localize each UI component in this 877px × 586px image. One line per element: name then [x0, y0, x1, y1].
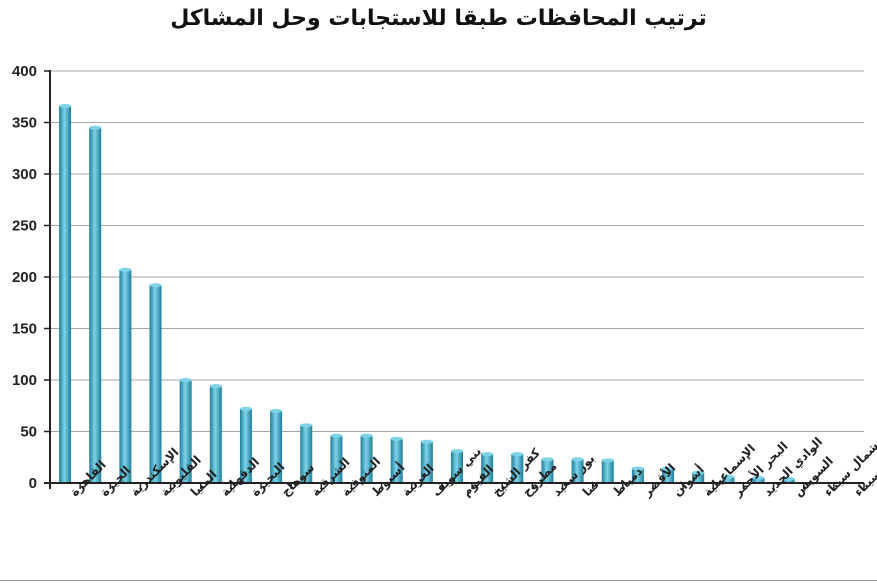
bar-cap [149, 283, 162, 288]
bar [541, 459, 554, 483]
y-tick-label: 0 [29, 475, 37, 492]
bar [119, 269, 132, 483]
bar [752, 477, 765, 483]
bar [89, 127, 102, 484]
y-tick-label: 300 [12, 166, 37, 183]
y-tick-labels: 0 50 100 150 200 250 300 350 400 [12, 63, 37, 492]
bar [300, 425, 313, 483]
bars [59, 104, 795, 484]
y-tick-label: 250 [12, 218, 37, 235]
bar [59, 106, 72, 484]
bar [179, 380, 192, 483]
bar-cap [179, 378, 192, 382]
bar-cap [451, 449, 463, 454]
bar [360, 435, 373, 483]
bar-cap [511, 452, 524, 457]
bar-cap [662, 466, 675, 471]
chart-title: ترتيب المحافظات طبقا للاستجابات وحل المش… [170, 6, 707, 31]
bar-cap [360, 433, 373, 438]
bar-cap [59, 104, 72, 109]
bar-cap [782, 476, 795, 481]
bar-cap [541, 457, 554, 462]
grid-lines [50, 70, 864, 484]
bar-cap [692, 470, 705, 475]
bar-cap [631, 466, 644, 471]
bar [451, 451, 463, 483]
bar [511, 454, 524, 483]
bar [209, 386, 222, 483]
bar-cap [722, 474, 735, 479]
y-tick-label: 200 [12, 269, 37, 286]
y-tick-label: 150 [12, 321, 37, 338]
bar-cap [420, 439, 433, 444]
bar-cap [481, 452, 494, 457]
bar-cap [300, 423, 313, 428]
bar-cap [270, 408, 283, 413]
bar [390, 438, 403, 483]
axes [44, 70, 865, 489]
bar [420, 441, 433, 483]
bottom-rule [0, 580, 877, 581]
bar [571, 459, 584, 483]
bar [662, 468, 675, 483]
bar [149, 285, 162, 483]
bar-cap [752, 475, 765, 480]
bar-cap [390, 436, 403, 441]
y-tick-label: 350 [12, 115, 37, 132]
y-tick-label: 400 [12, 63, 37, 80]
bar [782, 478, 795, 483]
bar [239, 408, 252, 483]
bar-cap [571, 457, 584, 462]
y-tick-label: 100 [12, 372, 37, 389]
bar [330, 435, 343, 483]
bar [722, 476, 735, 483]
bar-cap [330, 433, 343, 438]
bar-cap [239, 406, 252, 411]
bar [631, 468, 644, 483]
bar [481, 454, 494, 483]
y-tick-label: 50 [20, 424, 37, 441]
bar [692, 472, 705, 483]
bar-cap [119, 267, 132, 272]
bar-cap [89, 125, 102, 130]
bar [601, 460, 614, 483]
bar-cap [601, 458, 614, 463]
bar-cap [209, 384, 222, 389]
bar [270, 410, 283, 483]
